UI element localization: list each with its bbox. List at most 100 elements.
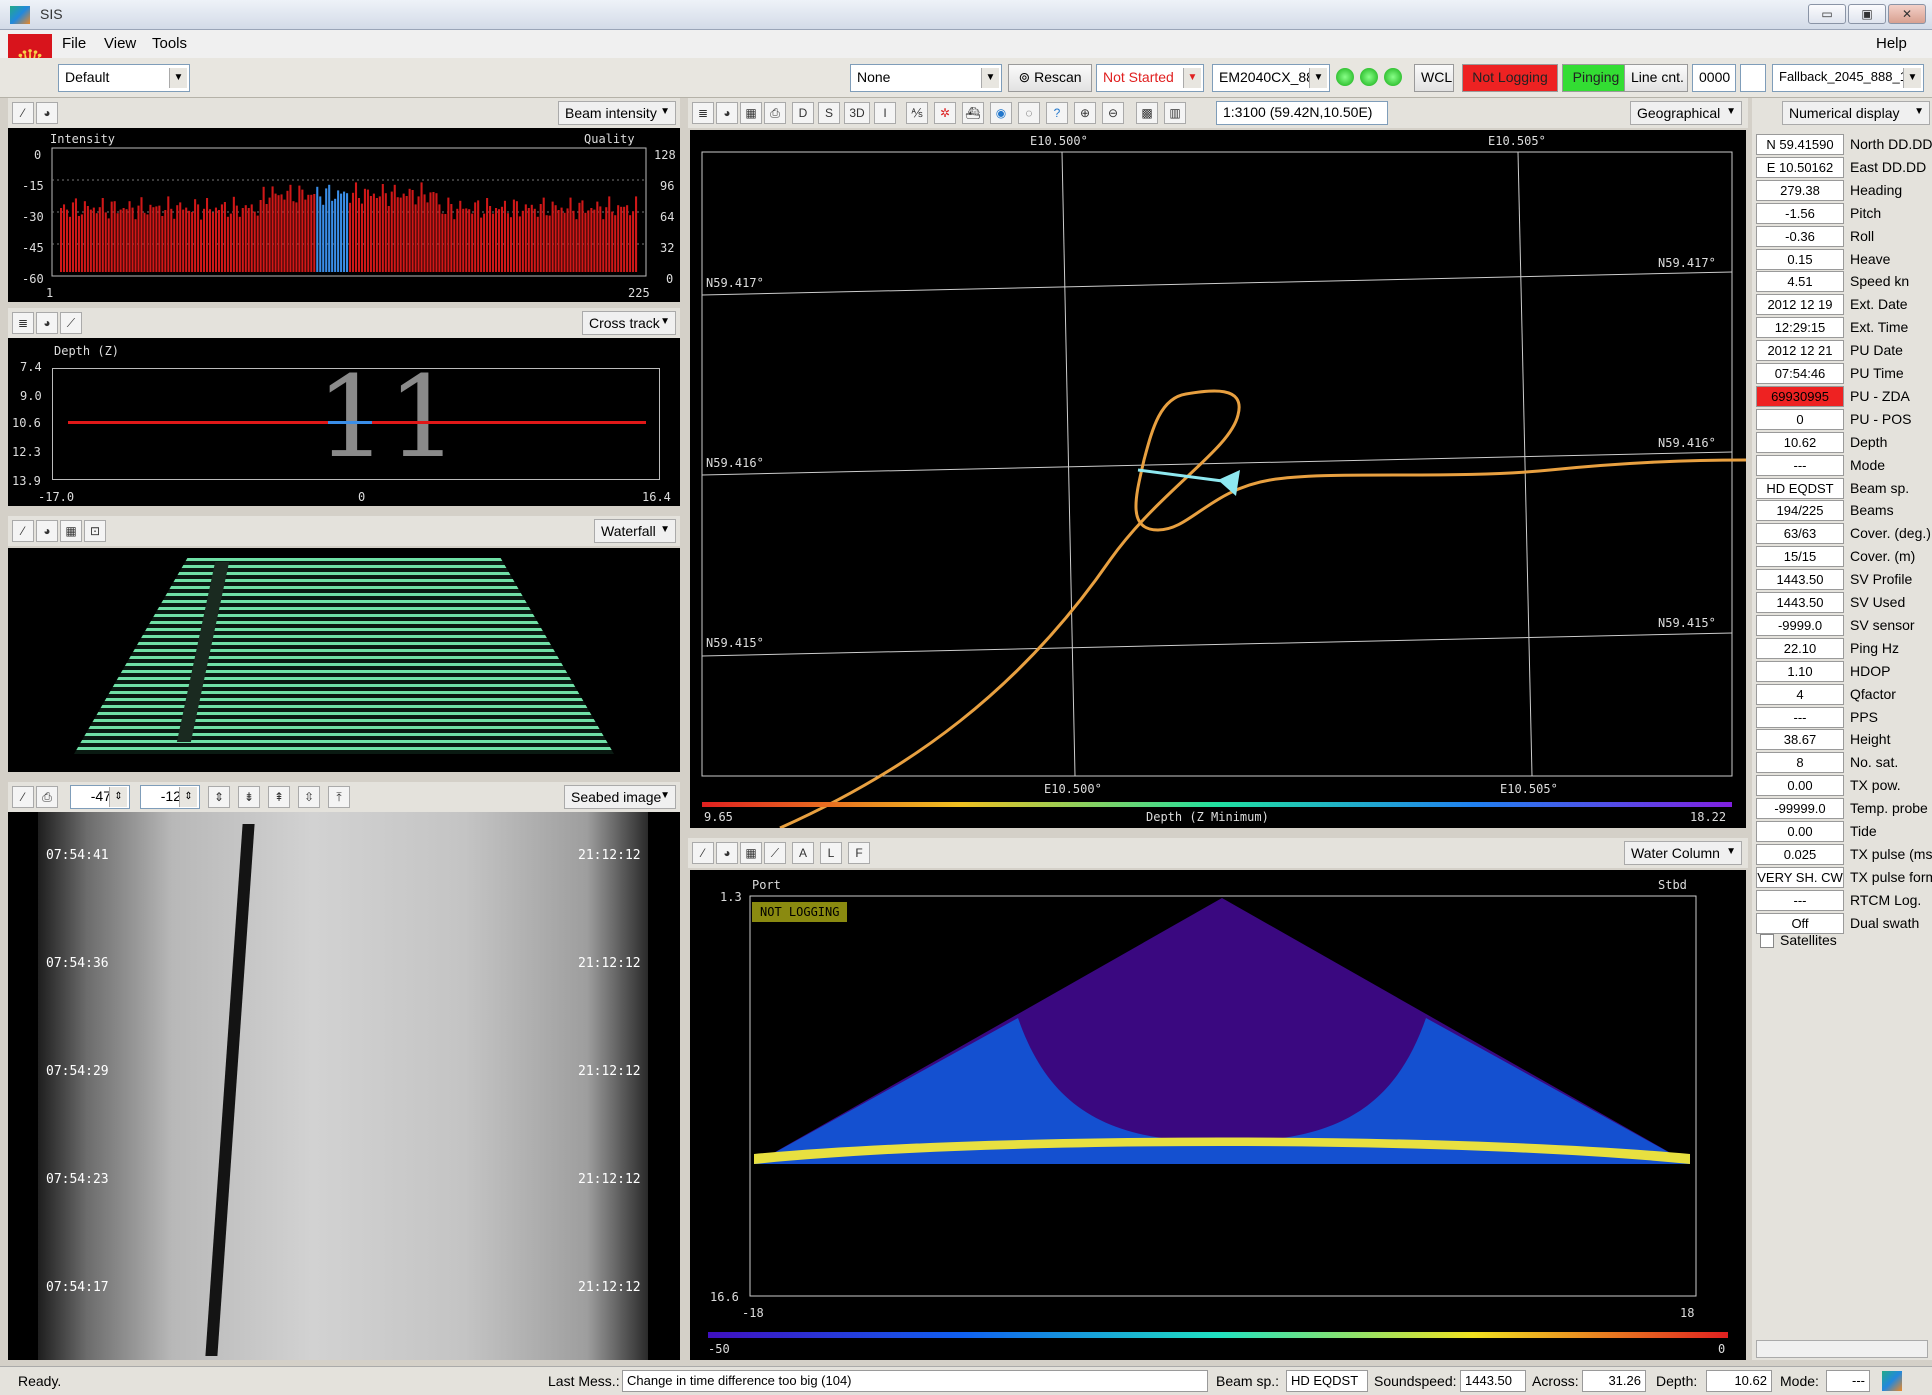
fit-icon[interactable]: ⊡ (84, 520, 106, 542)
ruler-icon[interactable]: ⟋ (764, 842, 786, 864)
zoom-in-icon[interactable]: ⊕ (1074, 102, 1096, 124)
menu-view[interactable]: View (104, 35, 137, 52)
vessel-icon[interactable]: ⛴ (962, 102, 984, 124)
line-count-field[interactable]: 0000 (1692, 64, 1736, 92)
last-message-label: Last Mess.: (548, 1373, 620, 1389)
waterfall-select[interactable]: Waterfall (594, 519, 676, 543)
wc-l-button[interactable]: L (820, 842, 842, 864)
zoom-out-icon[interactable]: ⊖ (1102, 102, 1124, 124)
menu-tools[interactable]: Tools (152, 35, 188, 52)
restore-button[interactable]: ▣ (1848, 4, 1886, 24)
status-light-icon (1360, 68, 1378, 86)
globe-icon[interactable]: ◉ (990, 102, 1012, 124)
palette-icon[interactable]: ◕ (36, 102, 58, 124)
logging-status-button[interactable]: Not Logging (1462, 64, 1558, 92)
none-select[interactable]: None ▼ (850, 64, 1002, 92)
spin-arrows-icon[interactable]: ⇕ (179, 787, 197, 807)
spin-field-2[interactable]: -12 ⇕ (140, 785, 200, 809)
image-icon[interactable]: ▦ (60, 520, 82, 542)
horizontal-scrollbar[interactable] (1756, 1340, 1928, 1358)
menu-help[interactable]: Help (1876, 35, 1907, 52)
palette-icon[interactable]: ◕ (36, 312, 58, 334)
blank-field[interactable] (1740, 64, 1766, 92)
satellites-checkbox[interactable] (1760, 934, 1774, 948)
y-tick: 13.9 (12, 474, 41, 488)
spin-arrows-icon[interactable]: ⇕ (109, 787, 127, 807)
view-d-button[interactable]: D (792, 102, 814, 124)
scale-icon[interactable]: ⁄ (12, 102, 34, 124)
intensity-bar (417, 196, 420, 272)
rescan-button[interactable]: ⊚ Rescan (1008, 64, 1092, 92)
printer-icon[interactable]: ⎙ (764, 102, 786, 124)
scale-field[interactable]: 1:3100 (59.42N,10.50E) (1216, 101, 1388, 125)
palette-icon[interactable]: ◕ (716, 842, 738, 864)
wc-a-button[interactable]: A (792, 842, 814, 864)
geo-view: E10.500° E10.505° E10.500° E10.505° N59.… (690, 130, 1746, 828)
seabed-select[interactable]: Seabed image (564, 785, 676, 809)
intensity-bar (271, 186, 274, 272)
minimize-button[interactable]: ▭ (1808, 4, 1846, 24)
palette-icon[interactable]: ◕ (36, 520, 58, 542)
measure-icon[interactable]: ⅍ (906, 102, 928, 124)
globe-grey-icon[interactable]: ◌ (1018, 102, 1040, 124)
expand-icon[interactable]: ⇳ (298, 786, 320, 808)
intensity-bar (351, 192, 355, 272)
list-icon[interactable]: ≣ (12, 312, 34, 334)
fallback-select[interactable]: Fallback_2045_888_1 ▼ (1772, 64, 1924, 92)
grid-line (701, 271, 1733, 296)
palette-icon[interactable]: ◕ (716, 102, 738, 124)
ruler-icon[interactable]: ⟋ (60, 312, 82, 334)
numerical-value: 2012 12 21 (1756, 340, 1844, 362)
pinging-button[interactable]: Pinging (1562, 64, 1630, 92)
image-icon[interactable]: ▦ (740, 102, 762, 124)
wc-x-right: 18 (1680, 1306, 1695, 1320)
scale-icon[interactable]: ⁄ (12, 520, 34, 542)
printer-icon[interactable]: ⎙ (36, 786, 58, 808)
scale-icon[interactable]: ⁄ (12, 786, 34, 808)
time-right: 21:12:12 (578, 1172, 641, 1187)
survey-status-select[interactable]: Not Started ▼ (1096, 64, 1204, 92)
numerical-select[interactable]: Numerical display (1782, 101, 1930, 125)
numerical-label: Beams (1850, 502, 1894, 519)
expand-icon[interactable]: ⤒ (328, 786, 350, 808)
help-icon[interactable]: ? (1046, 102, 1068, 124)
expand-icon[interactable]: ⇞ (268, 786, 290, 808)
image-icon[interactable]: ▦ (740, 842, 762, 864)
spin-field-1[interactable]: -47 ⇕ (70, 785, 130, 809)
view-3d-button[interactable]: 3D (844, 102, 870, 124)
geo-select[interactable]: Geographical (1630, 101, 1742, 125)
wc-f-button[interactable]: F (848, 842, 870, 864)
chevron-down-icon: ▼ (1903, 68, 1921, 88)
left-lat-label: N59.416° (706, 456, 764, 470)
expand-icon[interactable]: ⇟ (238, 786, 260, 808)
expand-icon[interactable]: ⇕ (208, 786, 230, 808)
target-icon[interactable]: ✲ (934, 102, 956, 124)
intensity-bar (164, 210, 167, 272)
close-button[interactable]: ✕ (1888, 4, 1926, 24)
numerical-value: HD EQDST (1756, 477, 1844, 499)
y-tick: -30 (22, 210, 44, 224)
menu-file[interactable]: File (62, 35, 87, 52)
vessel-icon (1218, 470, 1240, 496)
waterfall-view (8, 548, 680, 772)
grid-icon[interactable]: ▩ (1136, 102, 1158, 124)
layers-icon[interactable]: ▥ (1164, 102, 1186, 124)
scale-icon[interactable]: ⁄ (692, 842, 714, 864)
list-icon[interactable]: ≣ (692, 102, 714, 124)
line-count-button[interactable]: Line cnt. (1624, 64, 1688, 92)
intensity-bar (560, 207, 563, 272)
beam-intensity-select[interactable]: Beam intensity (558, 101, 676, 125)
view-s-button[interactable]: S (818, 102, 840, 124)
sounder-select[interactable]: EM2040CX_888 ▼ (1212, 64, 1330, 92)
numerical-row: HD EQDST Beam sp. (1756, 477, 1932, 499)
numerical-row: 0.15 Heave (1756, 248, 1932, 270)
wcl-button[interactable]: WCL (1414, 64, 1454, 92)
intensity-bar (298, 185, 301, 272)
intensity-bar (71, 202, 75, 272)
water-column-select[interactable]: Water Column (1624, 841, 1742, 865)
intensity-bar (116, 213, 119, 272)
cross-track-select[interactable]: Cross track (582, 311, 676, 335)
profile-select[interactable]: Default ▼ (58, 64, 190, 92)
depth-field: 10.62 (1706, 1370, 1772, 1392)
view-i-button[interactable]: I (874, 102, 896, 124)
